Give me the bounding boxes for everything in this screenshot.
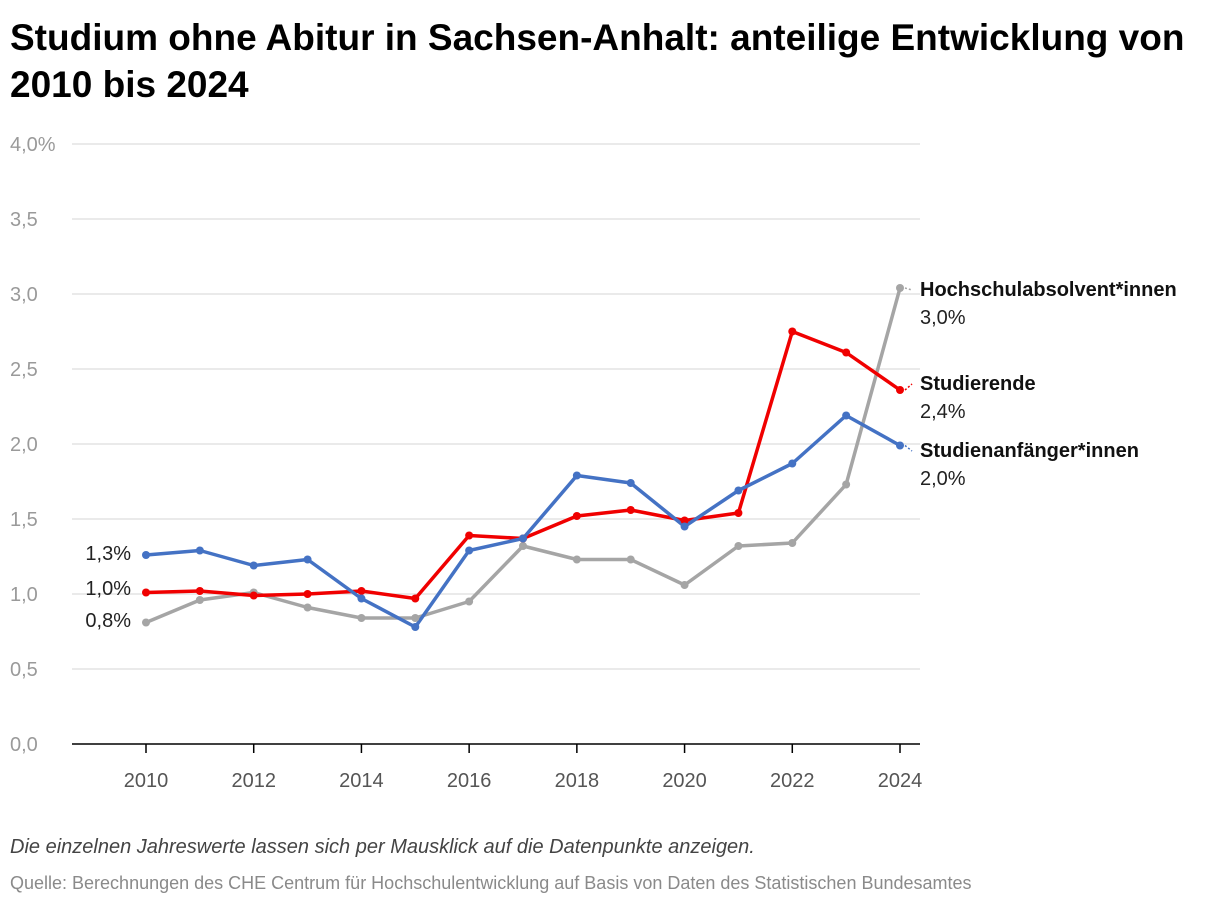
data-point[interactable] [195,546,204,555]
data-point[interactable] [842,348,851,357]
data-point[interactable] [734,542,743,550]
data-point[interactable] [680,516,689,525]
data-point[interactable] [411,614,420,622]
y-tick-label: 4,0% [10,134,56,156]
series-name-label: Studienanfänger*innen [920,440,1139,462]
series-lines [144,286,902,629]
start-value-label: 1,3% [85,543,131,565]
series-end-value: 3,0% [920,307,966,329]
x-tick-label: 2022 [770,770,815,792]
x-tick-label: 2012 [231,770,276,792]
data-point[interactable] [357,587,366,595]
label-connector [904,383,913,391]
data-point[interactable] [896,386,904,394]
x-tick-label: 2020 [662,770,707,792]
data-point[interactable] [626,555,635,564]
series-name-label: Hochschulabsolvent*innen [920,279,1177,301]
data-point[interactable] [465,531,474,540]
series-name-label: Studierende [920,373,1036,395]
data-point[interactable] [842,480,851,489]
data-point[interactable] [734,509,743,517]
x-tick-label: 2010 [124,770,169,792]
data-point[interactable] [519,534,527,543]
data-point[interactable] [519,542,527,550]
label-connector [904,444,913,452]
series-end-value: 2,0% [920,468,966,490]
data-point[interactable] [680,581,689,589]
data-point[interactable] [142,618,150,627]
data-point[interactable] [788,459,797,468]
data-point[interactable] [788,327,797,336]
y-tick-label: 3,5 [10,209,38,231]
y-tick-label: 0,5 [10,659,38,681]
data-point[interactable] [249,561,258,570]
x-tick-label: 2016 [447,770,492,792]
x-axis: 2010 2012 2014 2016 2018 2020 2022 2024 [72,743,923,792]
data-point[interactable] [411,594,420,603]
data-point[interactable] [142,588,150,597]
data-point[interactable] [842,411,851,420]
x-tick-label: 2024 [878,770,923,792]
series-line[interactable] [144,286,902,625]
chart-title: Studium ohne Abitur in Sachsen-Anhalt: a… [10,17,1185,105]
grid-lines [72,143,920,670]
data-point[interactable] [896,284,904,292]
chart-source: Quelle: Berechnungen des CHE Centrum für… [10,873,972,893]
data-point[interactable] [357,594,366,603]
data-point[interactable] [195,587,204,595]
data-point[interactable] [572,512,581,520]
data-point[interactable] [626,506,635,514]
start-value-label: 1,0% [85,578,131,600]
series-labels: 0,8% Hochschulabsolvent*innen 3,0% 1,0% Stud… [85,279,1176,632]
y-tick-label: 1,5 [10,509,38,531]
data-point[interactable] [465,546,474,555]
data-point[interactable] [142,551,150,559]
data-point[interactable] [572,471,581,480]
y-tick-label: 0,0 [10,734,38,756]
x-tick-label: 2014 [339,770,384,792]
chart-note: Die einzelnen Jahreswerte lassen sich pe… [10,836,755,858]
label-connector [904,287,913,291]
series-end-value: 2,4% [920,401,966,423]
data-point[interactable] [357,614,366,622]
y-tick-label: 1,0 [10,584,38,606]
y-tick-label: 2,0 [10,434,38,456]
data-point[interactable] [195,596,204,604]
y-tick-label: 2,5 [10,359,38,381]
data-point[interactable] [626,479,635,487]
data-point[interactable] [465,597,474,606]
data-point[interactable] [572,555,581,564]
data-point[interactable] [896,441,904,450]
series-points [142,284,904,631]
data-point[interactable] [303,555,312,564]
y-axis: 0,0 0,5 1,0 1,5 2,0 2,5 3,0 3,5 4,0% [10,134,56,756]
y-tick-label: 3,0 [10,284,38,306]
data-point[interactable] [249,591,258,600]
data-point[interactable] [303,590,312,598]
data-point[interactable] [788,539,797,547]
data-point[interactable] [303,603,312,612]
data-point[interactable] [734,486,743,495]
x-tick-label: 2018 [555,770,600,792]
data-point[interactable] [411,623,420,631]
start-value-label: 0,8% [85,610,131,632]
data-point[interactable] [680,522,689,531]
